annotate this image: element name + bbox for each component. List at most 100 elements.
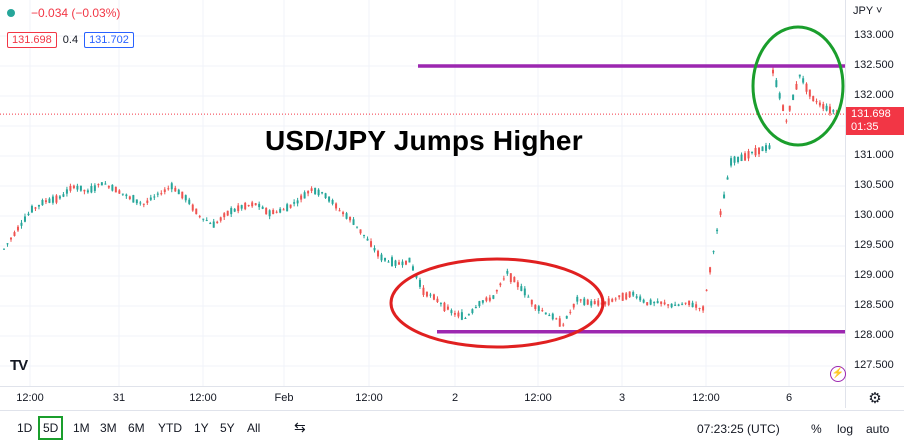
candle-body [265,207,268,215]
candle-body [523,288,526,296]
time-tick-label: 12:00 [524,392,552,404]
candle-body [261,206,264,209]
candle-body [695,304,698,308]
candle-body [684,302,687,304]
range-button-ytd[interactable]: YTD [158,421,182,435]
candle-body [681,303,684,305]
range-button-3m[interactable]: 3M [100,421,117,435]
candle-body [639,296,642,301]
candle-body [593,301,596,305]
range-button-6m[interactable]: 6M [128,421,145,435]
candle-body [632,292,635,296]
price-axis[interactable]: JPY ˅ 133.000132.500132.000131.500131.00… [845,0,904,408]
candle-body [411,266,414,271]
candle-body [335,203,338,209]
time-axis[interactable]: 12:00 31 12:00 Feb 12:00 2 12:00 3 12:00 6 [0,386,845,408]
range-button-1d[interactable]: 1D [17,421,33,435]
log-scale-toggle[interactable]: log [837,422,854,436]
candle-body [328,196,331,202]
candle-body [30,205,33,213]
current-price-value: 131.698 [851,108,891,120]
candle-body [509,273,512,282]
candle-body [642,299,645,303]
auto-scale-toggle[interactable]: auto [866,422,890,436]
settings-gear-icon[interactable]: ⚙ [845,386,904,408]
range-button-all[interactable]: All [247,421,261,435]
range-button-5d[interactable]: 5D [38,416,64,440]
currency-selector[interactable]: JPY ˅ [853,5,883,17]
candle-body [537,306,540,311]
candle-body [27,213,30,216]
candle-body [492,295,495,299]
candle-body [726,177,729,180]
candle-body [534,304,537,310]
candle-body [3,248,5,250]
candle-body [569,311,572,313]
candle-body [331,200,334,204]
range-button-1y[interactable]: 1Y [194,421,209,435]
candle-body [268,210,271,217]
candle-body [370,241,373,247]
candle-body [530,299,533,305]
utc-clock[interactable]: 07:23:25 (UTC) [697,422,780,436]
candle-body [544,312,547,315]
candle-body [384,257,387,261]
candle-body [359,229,362,234]
candle-body [499,283,502,286]
candle-body [798,74,801,77]
candle-body [775,80,778,87]
price-tick-label: 128.500 [854,299,894,311]
price-tick-label: 129.000 [854,269,894,281]
candle-body [565,315,568,319]
candle-body [191,204,194,211]
candle-body [702,306,705,311]
sell-price-button[interactable]: 131.698 [7,32,57,48]
bottom-toolbar: 1D 5D 1M 3M 6M YTD 1Y 5Y All ⇆ 07:23:25 … [0,410,904,447]
candle-body [125,194,128,197]
candle-body [237,205,240,212]
candle-body [825,105,828,111]
candle-body [586,299,589,305]
buy-price-button[interactable]: 131.702 [84,32,134,48]
breakout-ellipse [751,25,845,147]
candle-body [832,110,835,112]
date-range-calendar-icon[interactable]: ⇆ [294,419,306,435]
candle-body [51,196,54,203]
candle-body [230,208,233,215]
live-indicator-icon [7,9,15,17]
candle-body [90,185,93,193]
candle-body [795,83,798,90]
percent-scale-toggle[interactable]: % [811,422,822,436]
symbol-info-row: −0.034 (−0.03%) [7,6,120,20]
candle-body [808,89,811,97]
candle-body [296,200,299,204]
range-button-5y[interactable]: 5Y [220,421,235,435]
price-tick-label: 130.500 [854,179,894,191]
time-tick-label: 12:00 [16,392,44,404]
candle-body [660,301,663,304]
candle-body [663,302,666,305]
chart-area[interactable] [0,0,845,408]
spread-value: 0.4 [62,34,79,46]
time-tick-label: Feb [274,392,294,404]
tradingview-logo: TV [10,357,28,374]
candle-body [184,195,187,201]
candle-body [551,313,554,320]
candle-body [558,318,561,327]
lightning-icon[interactable]: ⚡ [830,366,846,382]
current-price-tag: 131.698 01:35 [846,107,904,135]
range-button-1m[interactable]: 1M [73,421,90,435]
price-chart[interactable] [0,0,845,386]
candle-body [751,152,754,154]
candle-body [107,186,110,188]
candle-body [418,279,421,287]
candle-body [156,193,159,195]
candle-body [788,105,791,111]
candle-body [467,314,470,316]
candle-body [443,302,446,312]
candle-body [293,202,296,204]
candle-body [822,104,825,109]
candle-body [765,145,768,151]
candle-body [628,291,631,298]
candle-body [625,293,628,300]
